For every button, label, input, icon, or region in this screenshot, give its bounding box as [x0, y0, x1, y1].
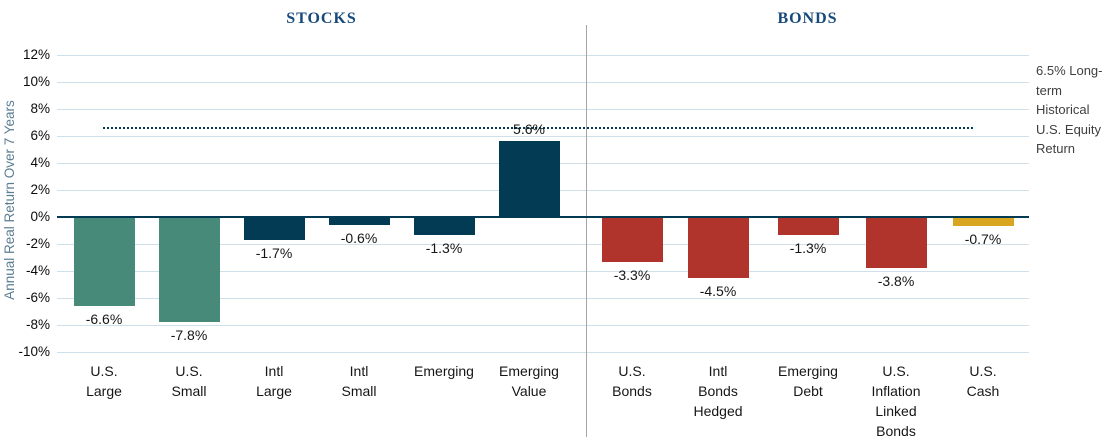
y-tick-label-8: 8%	[30, 101, 50, 116]
bar-u-s-inflation-linked-bonds	[866, 217, 927, 269]
reference-line-6-5pct	[103, 127, 973, 129]
bar-value-label-emerging-value: 5.6%	[513, 121, 545, 138]
y-tick-label-2: 2%	[30, 182, 50, 197]
bar-u-s-bonds	[602, 217, 663, 262]
zero-axis-line	[57, 216, 1029, 218]
gridline-12	[57, 55, 1029, 56]
gridline--8	[57, 325, 1029, 326]
bar-intl-large	[244, 217, 305, 240]
section-title-bonds: BONDS	[777, 10, 838, 27]
y-tick-label--4: -4%	[25, 263, 50, 278]
y-tick-label-6: 6%	[30, 128, 50, 143]
gridline--10	[57, 352, 1029, 353]
bar-value-label-u-s-inflation-linked-bonds: -3.8%	[877, 273, 915, 290]
category-label-emerging-value: Emerging Value	[499, 363, 559, 399]
section-divider-line	[586, 25, 587, 437]
bar-intl-bonds-hedged	[688, 217, 749, 278]
y-tick-label--6: -6%	[25, 290, 50, 305]
bar-u-s-cash	[953, 217, 1014, 227]
bar-value-label-u-s-small: -7.8%	[170, 327, 208, 344]
bar-intl-small	[329, 217, 390, 226]
y-tick-label--8: -8%	[25, 317, 50, 332]
bar-value-label-intl-large: -1.7%	[255, 244, 293, 261]
gridline--2	[57, 244, 1029, 245]
category-label-u-s-large: U.S. Large	[86, 363, 122, 399]
bar-value-label-u-s-bonds: -3.3%	[613, 266, 651, 283]
category-label-emerging: Emerging	[414, 363, 474, 379]
category-label-u-s-small: U.S. Small	[171, 363, 207, 399]
bar-value-label-u-s-cash: -0.7%	[964, 231, 1002, 248]
bar-u-s-large	[74, 217, 135, 307]
category-label-intl-small: Intl Small	[341, 363, 377, 399]
y-tick-label-0: 0%	[30, 209, 50, 224]
bar-value-label-u-s-large: -6.6%	[85, 311, 123, 328]
y-tick-label-12: 12%	[22, 47, 50, 62]
bar-value-label-intl-small: -0.6%	[340, 230, 378, 247]
bar-value-label-intl-bonds-hedged: -4.5%	[699, 282, 737, 299]
section-title-stocks: STOCKS	[286, 10, 357, 27]
category-label-intl-bonds-hedged: Intl Bonds Hedged	[693, 363, 743, 419]
category-label-emerging-debt: Emerging Debt	[778, 363, 838, 399]
bar-emerging-value	[499, 141, 560, 217]
bar-emerging-debt	[778, 217, 839, 235]
gridline-10	[57, 82, 1029, 83]
gridline-8	[57, 109, 1029, 110]
category-label-u-s-inflation-linked-bonds: U.S. Inflation Linked Bonds	[871, 363, 921, 439]
y-tick-label--2: -2%	[25, 236, 50, 251]
y-tick-label-4: 4%	[30, 155, 50, 170]
gridline--4	[57, 271, 1029, 272]
category-label-u-s-cash: U.S. Cash	[966, 363, 1000, 399]
y-tick-label-10: 10%	[22, 74, 50, 89]
bar-emerging	[414, 217, 475, 235]
y-tick-label--10: -10%	[18, 344, 50, 359]
gridline-6	[57, 136, 1029, 137]
bar-value-label-emerging-debt: -1.3%	[789, 239, 827, 256]
category-label-intl-large: Intl Large	[256, 363, 292, 399]
category-label-u-s-bonds: U.S. Bonds	[612, 363, 652, 399]
gridline--6	[57, 298, 1029, 299]
reference-line-annotation: 6.5% Long-term Historical U.S. Equity Re…	[1036, 63, 1102, 156]
bar-u-s-small	[159, 217, 220, 323]
bar-value-label-emerging: -1.3%	[425, 239, 463, 256]
